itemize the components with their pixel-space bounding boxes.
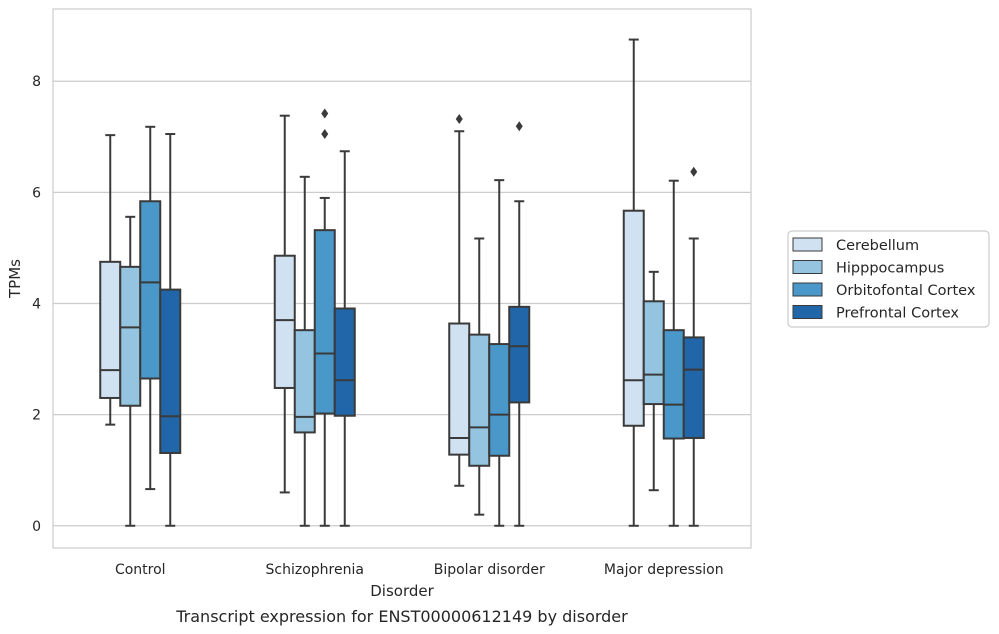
box-iqr [682,336,705,439]
box-iqr [273,254,296,389]
legend-label: Hipppocampus [836,261,944,277]
legend-label: Prefrontal Cortex [836,306,959,322]
y-tick-label: 2 [32,408,41,424]
box-hipppocampus [468,237,491,516]
x-axis-label: Disorder [370,582,434,600]
box-iqr [139,200,162,380]
legend-label: Cerebellum [836,238,919,254]
outlier-point [321,129,329,140]
x-tick-label: Control [115,562,166,578]
box-cerebellum [448,114,471,487]
box-prefrontal-cortex [508,121,531,527]
outlier-point [690,166,698,177]
outlier-point [515,121,523,132]
x-tick-label: Bipolar disorder [434,562,545,578]
legend-swatch [792,237,823,252]
box-prefrontal-cortex [333,150,356,527]
box-iqr [119,265,142,407]
chart-caption: Transcript expression for ENST0000061214… [175,607,628,626]
box-cerebellum [273,114,296,494]
x-tick-labels: Control Schizophrenia Bipolar disorder Majo… [115,562,724,578]
y-axis-label: TPMs [6,259,24,299]
box-iqr [99,260,122,399]
box-cerebellum [622,38,645,527]
outlier-point [455,114,463,125]
box-iqr [448,322,471,456]
box-iqr [313,229,336,415]
box-orbitofontal-cortex [313,108,336,527]
box-iqr [333,307,356,417]
y-tick-label: 0 [32,519,41,535]
outlier-point [321,108,329,119]
legend-swatch [792,305,823,319]
box-iqr [468,333,491,467]
box-orbitofontal-cortex [488,179,511,527]
x-tick-label: Major depression [604,562,724,578]
box-hipppocampus [642,270,665,492]
legend-swatch [792,282,823,297]
box-prefrontal-cortex [159,133,182,527]
y-tick-label: 8 [32,74,41,90]
box-hipppocampus [293,175,316,527]
box-iqr [662,329,685,440]
legend-swatch [792,260,823,274]
x-tick-label: Schizophrenia [266,562,364,578]
box-iqr [159,288,182,454]
legend: Cerebellum Hipppocampus Orbitofontal Corte… [787,230,990,328]
y-tick-labels: 0 2 4 6 8 [32,74,41,535]
y-tick-label: 4 [32,297,41,313]
box-cerebellum [99,134,122,426]
box-orbitofontal-cortex [662,179,685,527]
box-iqr [508,305,531,404]
box-iqr [622,209,645,427]
box-iqr [642,300,665,406]
legend-label: Orbitofontal Cortex [836,283,976,299]
legend-frame [787,230,990,328]
box-orbitofontal-cortex [139,125,162,491]
box-plots [99,38,705,527]
box-prefrontal-cortex [682,166,705,527]
box-iqr [488,343,511,457]
y-tick-label: 6 [32,185,41,201]
plot-frame [52,8,752,549]
box-hipppocampus [119,215,142,527]
